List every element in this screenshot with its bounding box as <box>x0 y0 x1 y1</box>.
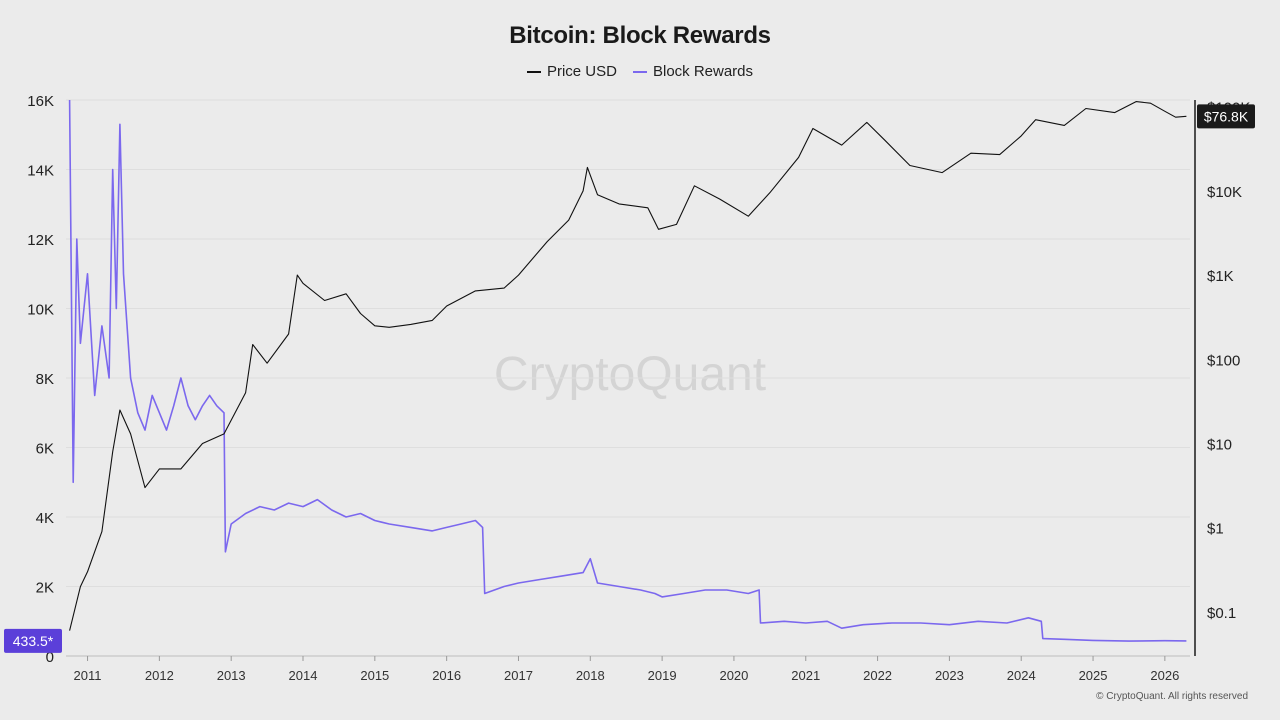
y-right-tick-label: $10K <box>1207 184 1242 201</box>
series-lines <box>68 99 1187 642</box>
x-tick-label: 2016 <box>432 668 461 683</box>
x-tick-label: 2014 <box>289 668 318 683</box>
y-left-tick-label: 0 <box>46 649 54 666</box>
x-tick-label: 2020 <box>719 668 748 683</box>
y-axis-left: 0 2K 4K 6K 8K 10K 12K 14K 16K <box>27 93 54 666</box>
x-tick-label: 2013 <box>217 668 246 683</box>
legend-label-block-rewards: Block Rewards <box>652 63 754 80</box>
legend-swatch-block-rewards <box>632 70 647 73</box>
x-tick-label: 2026 <box>1150 668 1179 683</box>
copyright-footer: © CryptoQuant. All rights reserved <box>1096 691 1248 702</box>
chart-legend: Price USD Block Rewards <box>0 63 1280 80</box>
y-left-tick-label: 16K <box>27 93 54 110</box>
grid-lines <box>66 99 1190 657</box>
legend-label-price: Price USD <box>546 63 617 80</box>
chart-title: Bitcoin: Block Rewards <box>509 22 771 49</box>
x-tick-label: 2012 <box>145 668 174 683</box>
watermark: CryptoQuant <box>494 348 766 401</box>
y-left-tick-label: 6K <box>36 441 54 458</box>
x-tick-label: 2025 <box>1079 668 1108 683</box>
y-left-tick-label: 10K <box>27 302 54 319</box>
x-axis-ticks: 2011 2012 2013 2014 2015 2016 2017 2018 2019 2020… <box>74 656 1179 683</box>
price-usd-line <box>69 101 1187 631</box>
right-value-badge <box>1197 104 1255 129</box>
x-tick-label: 2017 <box>504 668 533 683</box>
y-axis-right: $0.1$1$10$100$1K$10K$100K <box>1194 100 1250 656</box>
x-tick-label: 2011 <box>74 668 102 683</box>
x-tick-label: 2024 <box>1007 668 1036 683</box>
left-value-badge <box>4 628 62 653</box>
legend-item-block-rewards[interactable]: Block Rewards <box>632 63 754 80</box>
x-tick-label: 2015 <box>360 668 389 683</box>
value-badges: 433.5* $76.8K <box>4 104 1255 653</box>
x-tick-label: 2021 <box>791 668 820 683</box>
right-value-badge-text: $76.8K <box>1204 108 1249 124</box>
x-tick-label: 2023 <box>935 668 964 683</box>
y-left-tick-label: 4K <box>36 510 54 527</box>
legend-item-price[interactable]: Price USD <box>526 63 617 80</box>
y-left-tick-label: 14K <box>27 163 54 180</box>
y-right-tick-label: $1 <box>1207 521 1224 538</box>
y-left-tick-label: 2K <box>36 580 54 597</box>
y-left-tick-label: 8K <box>36 371 54 388</box>
x-tick-label: 2022 <box>863 668 892 683</box>
x-tick-label: 2018 <box>576 668 605 683</box>
y-left-tick-label: 12K <box>27 232 54 249</box>
y-right-tick-label: $100 <box>1207 352 1240 369</box>
legend-swatch-price <box>526 70 541 73</box>
block-rewards-line <box>68 99 1187 642</box>
y-right-tick-label: $0.1 <box>1207 605 1236 622</box>
y-right-tick-label: $10 <box>1207 437 1232 454</box>
y-right-tick-label: $1K <box>1207 268 1234 285</box>
left-value-badge-text: 433.5* <box>13 633 54 649</box>
x-tick-label: 2019 <box>648 668 677 683</box>
